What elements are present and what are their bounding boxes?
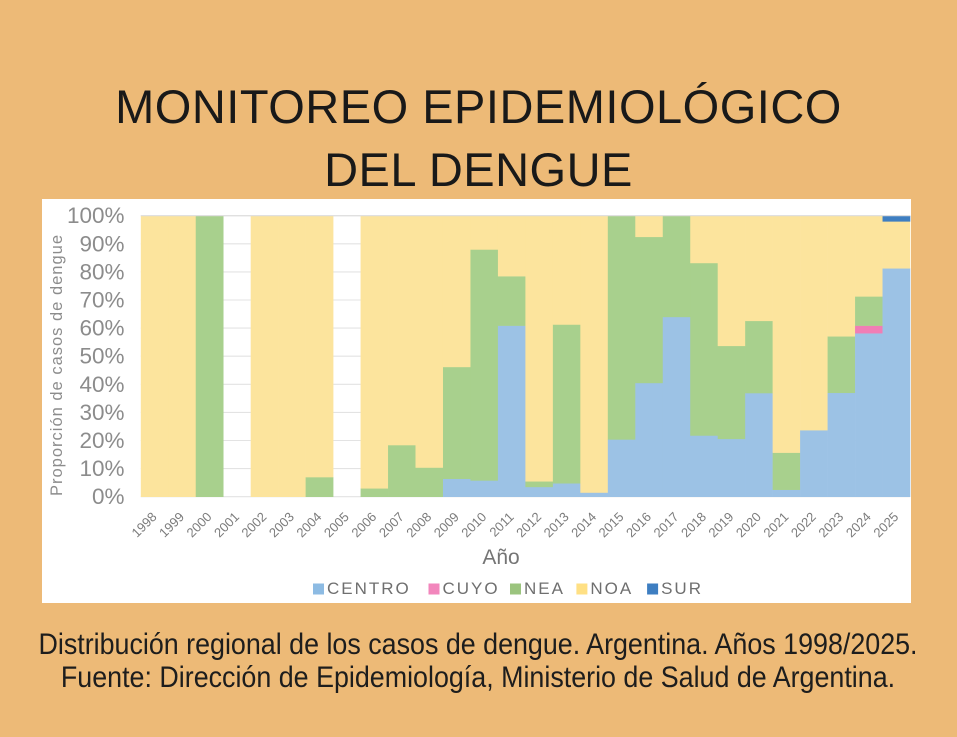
svg-text:2024: 2024 bbox=[843, 509, 874, 540]
svg-text:80%: 80% bbox=[79, 259, 124, 284]
svg-text:40%: 40% bbox=[79, 372, 124, 397]
svg-text:1998: 1998 bbox=[129, 509, 160, 540]
svg-text:2002: 2002 bbox=[238, 509, 269, 540]
svg-text:2012: 2012 bbox=[513, 509, 544, 540]
svg-text:CUYO: CUYO bbox=[443, 579, 500, 598]
svg-text:2000: 2000 bbox=[184, 509, 215, 540]
svg-text:CENTRO: CENTRO bbox=[327, 579, 411, 598]
svg-text:2004: 2004 bbox=[293, 509, 324, 540]
svg-text:2019: 2019 bbox=[705, 509, 736, 540]
svg-text:2009: 2009 bbox=[431, 509, 462, 540]
svg-text:SUR: SUR bbox=[661, 579, 703, 598]
svg-text:2017: 2017 bbox=[651, 509, 682, 540]
svg-text:2023: 2023 bbox=[815, 509, 846, 540]
svg-text:2008: 2008 bbox=[403, 509, 434, 540]
svg-text:2010: 2010 bbox=[458, 509, 489, 540]
svg-text:2007: 2007 bbox=[376, 509, 407, 540]
svg-text:2003: 2003 bbox=[266, 509, 297, 540]
svg-text:2006: 2006 bbox=[348, 509, 379, 540]
svg-text:10%: 10% bbox=[79, 456, 124, 481]
svg-text:2011: 2011 bbox=[486, 509, 516, 539]
svg-text:1999: 1999 bbox=[156, 509, 187, 540]
svg-text:50%: 50% bbox=[79, 344, 124, 369]
svg-text:2018: 2018 bbox=[678, 509, 709, 540]
svg-text:Año: Año bbox=[482, 546, 519, 569]
svg-text:0%: 0% bbox=[92, 484, 125, 509]
svg-text:2022: 2022 bbox=[788, 509, 819, 540]
svg-text:2021: 2021 bbox=[760, 509, 791, 540]
svg-text:2013: 2013 bbox=[541, 509, 572, 540]
svg-text:100%: 100% bbox=[67, 203, 125, 228]
svg-text:NEA: NEA bbox=[524, 579, 565, 598]
svg-text:90%: 90% bbox=[79, 231, 124, 256]
svg-text:2005: 2005 bbox=[321, 509, 352, 540]
svg-text:20%: 20% bbox=[79, 428, 124, 453]
svg-text:2001: 2001 bbox=[211, 509, 242, 540]
svg-text:2020: 2020 bbox=[733, 509, 764, 540]
svg-text:2016: 2016 bbox=[623, 509, 654, 540]
svg-text:60%: 60% bbox=[79, 316, 124, 341]
svg-text:30%: 30% bbox=[79, 400, 124, 425]
svg-text:70%: 70% bbox=[79, 288, 124, 313]
svg-text:NOA: NOA bbox=[590, 579, 633, 598]
svg-text:Proporción de casos de dengue: Proporción de casos de dengue bbox=[48, 234, 66, 496]
svg-text:2025: 2025 bbox=[870, 509, 901, 540]
svg-text:2014: 2014 bbox=[568, 509, 599, 540]
svg-text:2015: 2015 bbox=[596, 509, 627, 540]
